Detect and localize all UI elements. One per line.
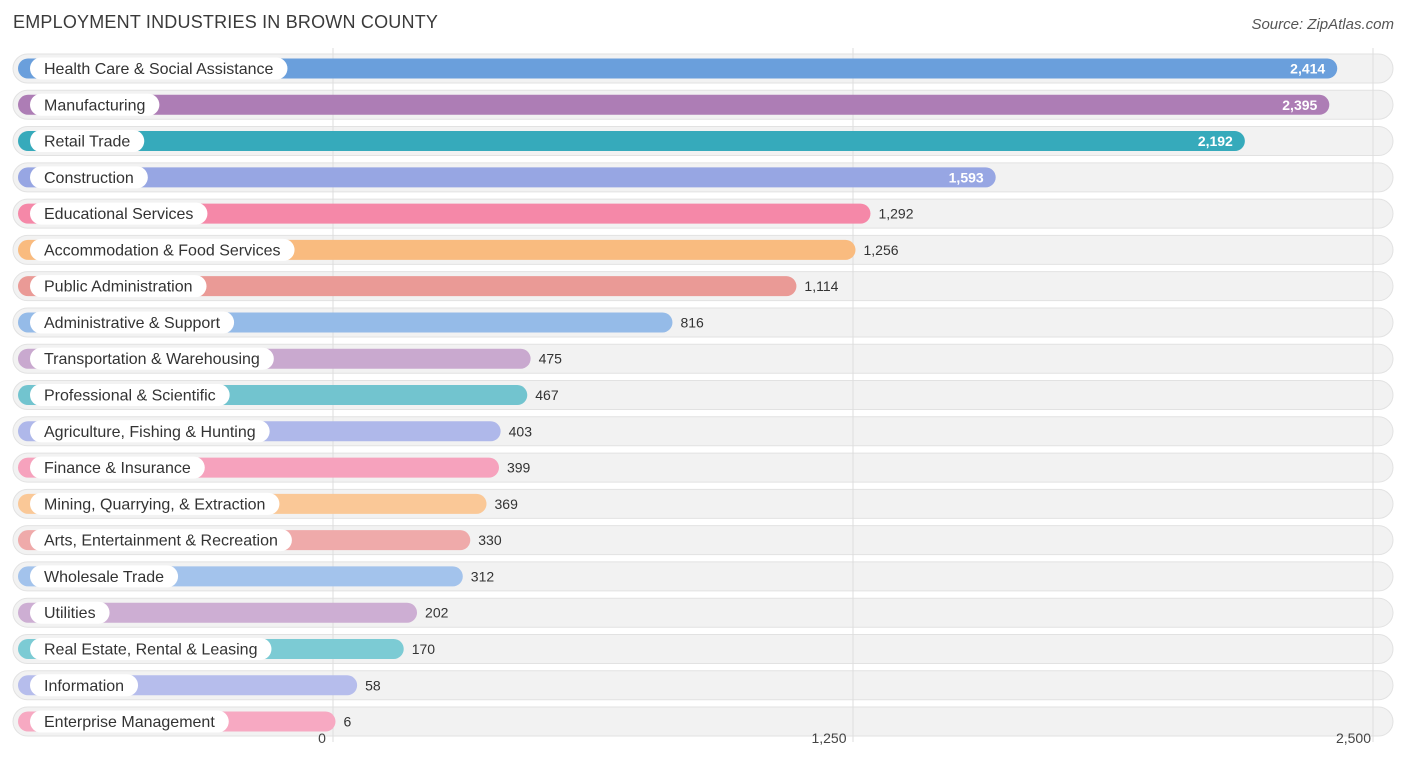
category-pill xyxy=(30,710,229,733)
category-pill xyxy=(30,202,208,225)
category-pill xyxy=(30,93,160,116)
source-label: Source: ZipAtlas.com xyxy=(1251,16,1394,33)
category-label: Manufacturing xyxy=(44,97,145,114)
category-label: Information xyxy=(44,678,124,695)
value-label: 170 xyxy=(412,641,436,657)
value-label: 1,292 xyxy=(878,206,913,222)
bar xyxy=(18,58,1338,79)
bar xyxy=(18,203,871,224)
category-pill xyxy=(30,275,207,298)
value-label: 399 xyxy=(507,460,531,476)
value-label: 816 xyxy=(680,314,704,330)
category-pill xyxy=(30,637,272,660)
value-label: 2,395 xyxy=(1282,97,1317,113)
tick-label: 1,250 xyxy=(811,730,846,746)
category-pill xyxy=(30,384,230,407)
value-label: 2,192 xyxy=(1198,133,1233,149)
value-label: 1,593 xyxy=(949,169,984,185)
category-pill xyxy=(30,347,274,370)
category-label: Public Administration xyxy=(44,279,193,296)
category-label: Agriculture, Fishing & Hunting xyxy=(44,424,256,441)
category-label: Utilities xyxy=(44,605,96,622)
category-label: Real Estate, Rental & Leasing xyxy=(44,641,257,658)
value-label: 1,256 xyxy=(863,242,898,258)
row-track xyxy=(12,670,1394,701)
chart-title: EMPLOYMENT INDUSTRIES IN BROWN COUNTY xyxy=(13,12,439,32)
value-label: 2,414 xyxy=(1290,61,1325,77)
category-pill xyxy=(30,492,280,515)
category-pill xyxy=(30,238,295,261)
value-label: 1,114 xyxy=(804,278,838,294)
value-label: 6 xyxy=(343,714,351,730)
category-label: Enterprise Management xyxy=(44,714,215,731)
bar xyxy=(18,167,996,188)
category-pill xyxy=(30,166,148,189)
row-track xyxy=(12,706,1394,737)
category-label: Arts, Entertainment & Recreation xyxy=(44,533,278,550)
category-label: Transportation & Warehousing xyxy=(44,351,260,368)
value-label: 403 xyxy=(509,423,533,439)
category-label: Retail Trade xyxy=(44,134,130,151)
category-pill xyxy=(30,311,235,334)
category-pill xyxy=(30,57,288,80)
category-pill xyxy=(30,565,179,588)
bar xyxy=(18,94,1330,115)
category-pill xyxy=(30,130,145,153)
tick-label: 2,500 xyxy=(1336,730,1371,746)
category-label: Wholesale Trade xyxy=(44,569,164,586)
category-pill xyxy=(30,674,139,697)
value-label: 312 xyxy=(471,568,495,584)
category-label: Professional & Scientific xyxy=(44,388,216,405)
category-label: Educational Services xyxy=(44,206,193,223)
value-label: 475 xyxy=(539,351,563,367)
value-label: 202 xyxy=(425,605,449,621)
category-label: Finance & Insurance xyxy=(44,460,191,477)
tick-label: 0 xyxy=(318,730,326,746)
value-label: 467 xyxy=(535,387,559,403)
bar xyxy=(18,276,797,297)
value-label: 330 xyxy=(478,532,502,548)
category-label: Health Care & Social Assistance xyxy=(44,61,274,78)
bar xyxy=(18,131,1245,152)
category-label: Accommodation & Food Services xyxy=(44,242,281,259)
category-label: Mining, Quarrying, & Extraction xyxy=(44,496,265,513)
category-pill xyxy=(30,601,110,624)
category-pill xyxy=(30,456,205,479)
category-pill xyxy=(30,420,270,443)
category-pill xyxy=(30,529,292,552)
category-label: Construction xyxy=(44,170,134,187)
category-label: Administrative & Support xyxy=(44,315,221,332)
bar xyxy=(18,602,418,623)
value-label: 369 xyxy=(495,496,519,512)
value-label: 58 xyxy=(365,677,381,693)
